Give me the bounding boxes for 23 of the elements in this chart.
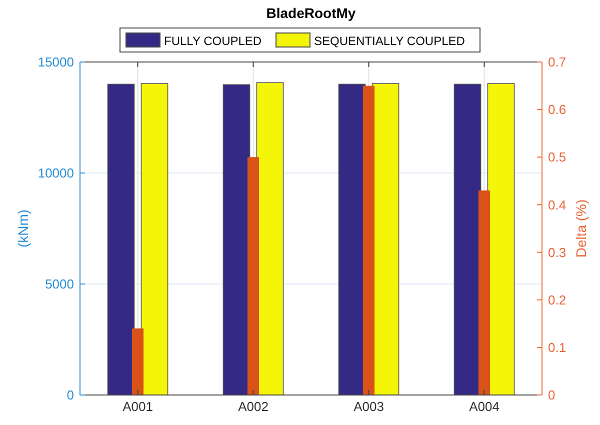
y2-tick-label: 0.7 — [548, 54, 566, 70]
bar — [132, 328, 144, 395]
y-tick-label: 10000 — [38, 166, 74, 181]
y2-tick-label: 0.5 — [548, 150, 566, 165]
x-tick-label: A001 — [122, 399, 153, 414]
bar — [478, 190, 490, 395]
chart-title: BladeRootMy — [266, 5, 356, 21]
y-tick-label: 0 — [66, 388, 74, 403]
legend-label: SEQUENTIALLY COUPLED — [314, 34, 466, 48]
y-axis-title: (kNm) — [15, 209, 31, 248]
x-tick-label: A003 — [354, 399, 384, 414]
y2-tick-label: 0.6 — [548, 102, 566, 118]
y2-tick-label: 0.4 — [548, 197, 566, 212]
y2-axis-title: Delta (%) — [573, 199, 589, 258]
x-tick-label: A004 — [469, 399, 500, 414]
y2-tick-label: 0 — [548, 388, 556, 403]
y2-tick-label: 0.3 — [548, 244, 566, 260]
y-tick-label: 15000 — [38, 54, 74, 70]
y-tick-label: 5000 — [45, 276, 74, 292]
x-tick-label: A002 — [238, 399, 268, 414]
y2-tick-label: 0.2 — [548, 292, 566, 308]
legend-label: FULLY COUPLED — [164, 34, 262, 48]
y2-tick-label: 0.1 — [548, 340, 566, 355]
